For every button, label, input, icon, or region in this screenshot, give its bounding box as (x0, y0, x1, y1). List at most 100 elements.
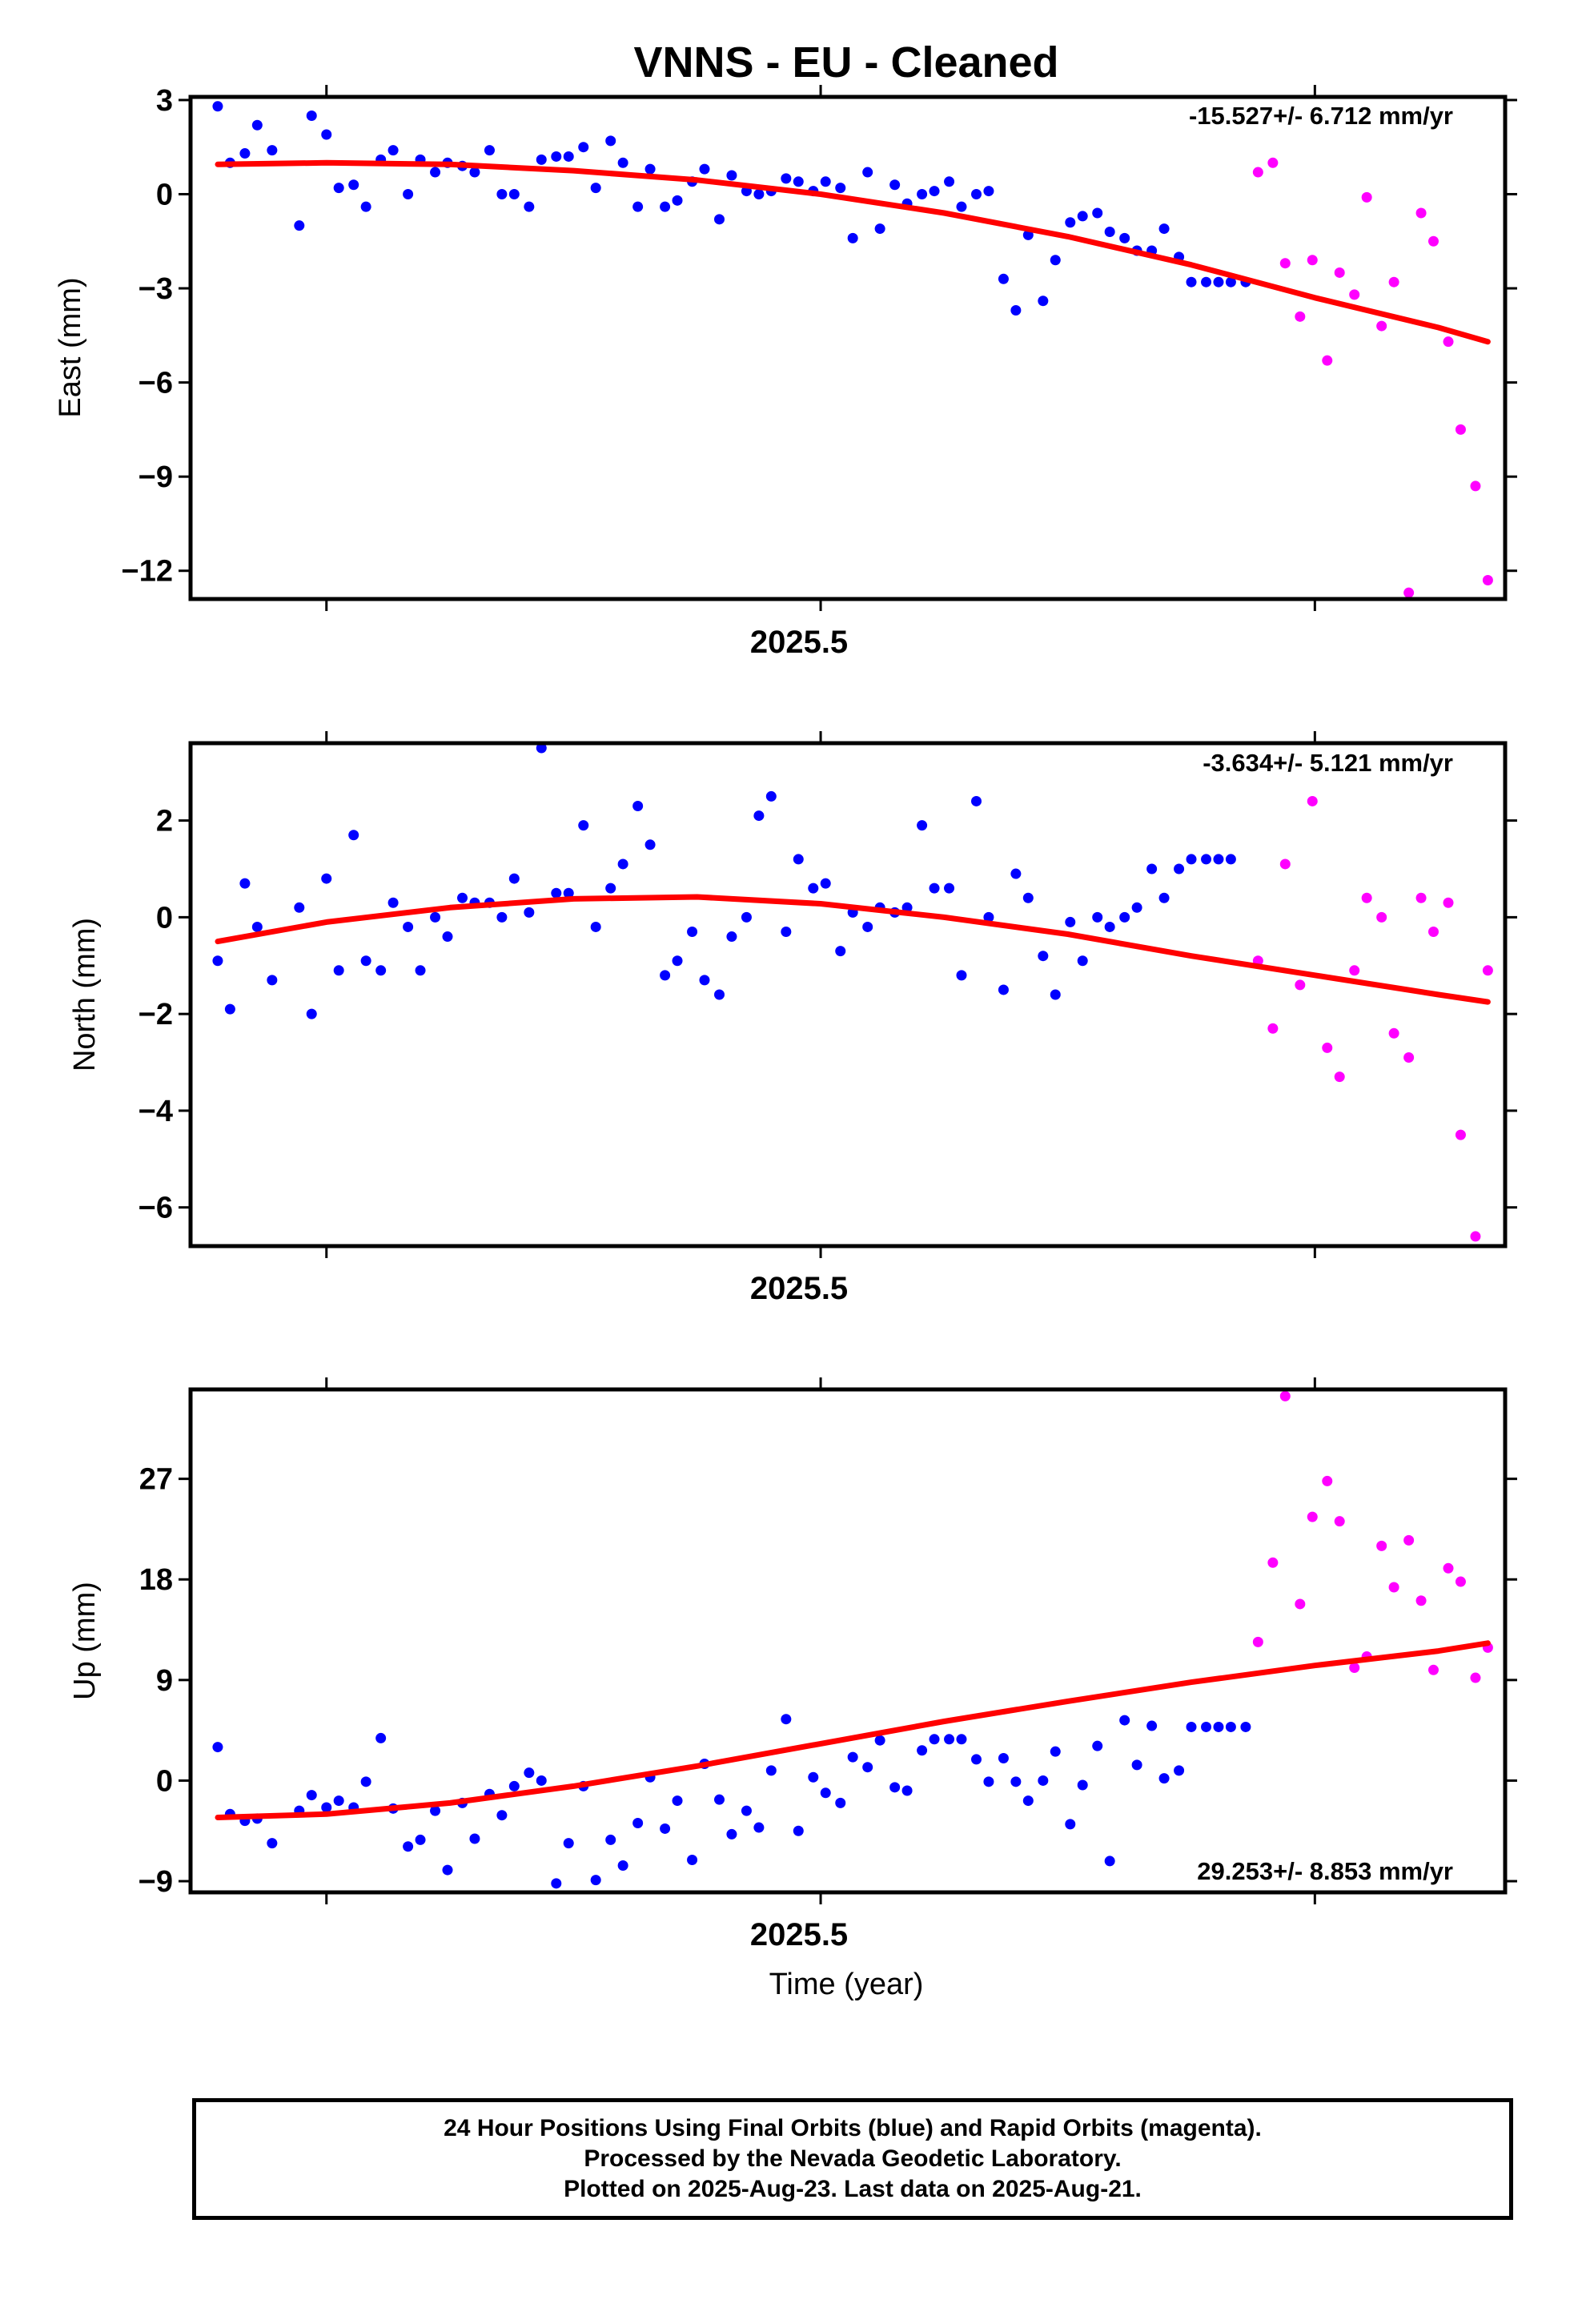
final-point (1022, 229, 1034, 240)
final-point (1240, 1721, 1251, 1732)
final-point (1186, 276, 1197, 287)
final-point (375, 965, 387, 976)
final-point (306, 111, 317, 122)
final-point (306, 1790, 317, 1801)
final-point (632, 1817, 644, 1828)
final-point (267, 975, 278, 986)
final-point (998, 273, 1009, 284)
final-point (808, 1771, 819, 1783)
final-point (524, 1767, 535, 1779)
final-point (929, 186, 940, 197)
final-point (1038, 296, 1049, 307)
final-point (1201, 854, 1212, 865)
final-point (1119, 232, 1130, 243)
final-point (212, 955, 223, 967)
east-rate-label: -15.527+/- 6.712 mm/yr (1189, 102, 1453, 130)
north-rate-label: -3.634+/- 5.121 mm/yr (1203, 749, 1453, 777)
final-point (321, 129, 332, 140)
final-point (1022, 892, 1034, 903)
caption-box: 24 Hour Positions Using Final Orbits (bl… (192, 2098, 1513, 2220)
final-point (1158, 892, 1170, 903)
final-point (251, 119, 263, 131)
y-tick-label: −3 (139, 272, 173, 306)
rapid-point (1403, 1534, 1415, 1546)
final-point (714, 214, 725, 225)
final-point (644, 839, 656, 850)
final-point (1119, 1715, 1130, 1726)
final-point (333, 965, 344, 976)
final-point (617, 858, 628, 870)
final-point (267, 1838, 278, 1849)
rapid-point (1470, 1672, 1481, 1683)
final-point (808, 883, 819, 894)
rapid-point (1334, 1072, 1345, 1083)
final-point (536, 1775, 547, 1786)
final-point (1201, 276, 1212, 287)
final-point (753, 1822, 765, 1833)
final-point (333, 183, 344, 194)
rapid-point (1415, 207, 1427, 219)
final-point (998, 984, 1009, 995)
final-point (917, 820, 928, 831)
final-point (563, 887, 574, 899)
final-point (536, 154, 547, 165)
final-point (1225, 276, 1236, 287)
final-point (536, 743, 547, 754)
rapid-point (1279, 1390, 1291, 1401)
final-point (699, 975, 710, 986)
final-point (874, 1735, 885, 1746)
rapid-point (1322, 1475, 1333, 1486)
final-point (847, 1751, 858, 1763)
final-point (387, 145, 399, 156)
final-point (430, 167, 441, 178)
final-point (1050, 989, 1061, 1000)
y-tick-label: 27 (139, 1463, 173, 1497)
final-point (660, 970, 671, 981)
rapid-point (1252, 167, 1263, 178)
final-point (360, 1776, 371, 1787)
final-point (874, 223, 885, 235)
rapid-point (1349, 965, 1360, 976)
final-point (267, 145, 278, 156)
final-point (1158, 223, 1170, 235)
final-point (1022, 1795, 1034, 1807)
rapid-point (1322, 1042, 1333, 1053)
final-point (862, 1762, 873, 1773)
final-point (983, 1776, 994, 1787)
rapid-point (1427, 927, 1439, 937)
final-point (1146, 863, 1158, 875)
final-point (212, 1742, 223, 1753)
up-panel: 27 18 9 0 −9 29.253+/- 8.853 mm/yr Up (mm) 2… (68, 1377, 1517, 1952)
final-point (753, 188, 765, 199)
final-point (1158, 1773, 1170, 1784)
final-point (660, 201, 671, 212)
north-plot-frame (188, 741, 1508, 1248)
rapid-point (1455, 424, 1466, 435)
final-point (1065, 1819, 1076, 1830)
final-point (224, 1003, 235, 1015)
final-point (348, 179, 359, 191)
final-point (605, 1834, 616, 1845)
up-rate-label: 29.253+/- 8.853 mm/yr (1197, 1857, 1453, 1885)
final-point (524, 907, 535, 918)
final-point (1225, 854, 1236, 865)
final-point (862, 921, 873, 932)
y-tick-label: 2 (156, 805, 173, 838)
final-point (403, 1841, 414, 1852)
final-point (781, 1714, 792, 1725)
final-point (956, 1734, 967, 1745)
rapid-point (1334, 267, 1345, 278)
final-point (820, 176, 831, 187)
final-point (1104, 1856, 1115, 1867)
final-point (551, 151, 562, 162)
final-point (605, 135, 616, 147)
final-point (714, 989, 725, 1000)
final-point (375, 1732, 387, 1743)
final-point (835, 1797, 846, 1808)
final-point (457, 892, 468, 903)
final-point (1213, 276, 1224, 287)
final-point (944, 1734, 955, 1745)
final-point (835, 946, 846, 957)
rapid-point (1482, 574, 1493, 585)
final-point (348, 830, 359, 841)
